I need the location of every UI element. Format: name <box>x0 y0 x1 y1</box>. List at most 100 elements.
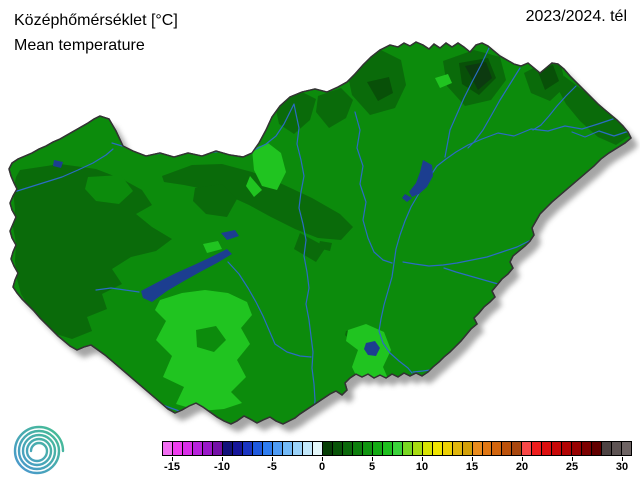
region-patch-dark-central <box>162 164 353 240</box>
region-patch-light-speck-1 <box>203 241 222 253</box>
region-patch-dark-speck-1 <box>318 241 332 251</box>
river-bodrog <box>532 85 577 131</box>
colorbar-cell <box>272 442 283 455</box>
colorbar-cell <box>592 442 603 455</box>
tick-label: 30 <box>615 461 629 473</box>
region-patch-dark-bakony <box>193 184 237 217</box>
colorbar-cell <box>572 442 583 455</box>
colorbar-cell <box>432 442 443 455</box>
tick-mark <box>572 457 573 461</box>
colorbar-cell <box>252 442 263 455</box>
colorbar-cell <box>192 442 203 455</box>
region-hole-west <box>85 175 133 204</box>
season-label: 2023/2024. tél <box>525 8 627 25</box>
region-patch-dark-northeast <box>558 76 629 145</box>
colorbar-cell <box>582 442 593 455</box>
tick-label: -5 <box>267 461 277 473</box>
lake-south-small <box>364 341 380 356</box>
colorbar-cell <box>562 442 573 455</box>
tick-mark <box>272 457 273 461</box>
colorbar-cell <box>482 442 493 455</box>
colorbar-cell <box>322 442 333 455</box>
temperature-region-light <box>155 74 452 411</box>
tick-mark <box>322 457 323 461</box>
region-patch-light-budapest-tail <box>246 176 262 197</box>
colorbar-cell <box>282 442 293 455</box>
colorbar-cell <box>332 442 343 455</box>
tick-mark <box>471 457 473 461</box>
temperature-colorbar <box>162 441 632 456</box>
tick-label: 0 <box>318 461 326 473</box>
colorbar-cell <box>552 442 563 455</box>
colorbar-cell <box>222 442 233 455</box>
lake-velence <box>221 230 239 240</box>
colorbar-cell <box>422 442 433 455</box>
colorbar-cell <box>622 442 632 455</box>
tick-label: 20 <box>515 461 529 473</box>
map-title-hungarian: Középhőmérséklet [°C] <box>14 12 178 29</box>
colorbar-cell <box>522 442 533 455</box>
map-title-english: Mean temperature <box>14 37 145 54</box>
colorbar-cell <box>362 442 373 455</box>
colorbar-cell <box>392 442 403 455</box>
tick-mark <box>372 457 373 461</box>
colorbar-cell <box>202 442 213 455</box>
region-patch-light-speck-2 <box>435 74 452 88</box>
colorbar-cell <box>542 442 553 455</box>
colorbar-cell <box>163 442 173 455</box>
colorbar-cell <box>172 442 183 455</box>
lake-tisza-south <box>402 194 412 202</box>
temperature-region-darkest <box>465 62 492 90</box>
colorbar-cell <box>262 442 273 455</box>
colorbar-cell <box>232 442 243 455</box>
title-block: Középhőmérséklet [°C] Mean temperature <box>14 8 178 58</box>
tick-mark <box>172 457 173 461</box>
region-patch-light-budapest <box>252 143 286 190</box>
river-zagyva <box>354 111 393 264</box>
tick-label: -10 <box>214 461 230 473</box>
tick-label: 25 <box>565 461 579 473</box>
colorbar-cell <box>442 442 453 455</box>
colorbar-cell <box>452 442 463 455</box>
tick-mark <box>222 457 223 461</box>
colorbar-cell <box>182 442 193 455</box>
core-matra <box>367 77 393 101</box>
lake-tisza <box>409 160 433 197</box>
colorbar-cell <box>212 442 223 455</box>
region-patch-dark-cserhat <box>316 88 353 128</box>
colorbar-cell <box>602 442 613 455</box>
lake-balaton <box>141 249 232 302</box>
logo-spiral <box>13 425 65 475</box>
colorbar-cell <box>372 442 383 455</box>
hungaromet-spiral-logo <box>12 424 66 478</box>
river-hernad <box>467 67 521 149</box>
tick-mark <box>522 457 523 461</box>
river-szamos <box>571 130 630 138</box>
colorbar-cell <box>512 442 523 455</box>
river-sio <box>227 261 312 358</box>
region-patch-light-south <box>155 290 252 411</box>
colorbar-cell <box>382 442 393 455</box>
tick-mark <box>622 457 623 461</box>
river-koros-north <box>402 239 532 267</box>
colorbar-cell <box>502 442 513 455</box>
region-patch-dark-central-se <box>294 233 326 262</box>
colorbar-cell <box>472 442 483 455</box>
colorbar-cell <box>352 442 363 455</box>
tick-label: -15 <box>164 461 180 473</box>
colorbar-cell <box>242 442 253 455</box>
colorbar-cell <box>292 442 303 455</box>
region-hole-in-light <box>196 326 226 352</box>
region-patch-dark-west <box>13 164 172 339</box>
colorbar-cell <box>492 442 503 455</box>
colorbar-cell <box>532 442 543 455</box>
colorbar-cell <box>342 442 353 455</box>
tick-mark <box>422 457 423 461</box>
lake-ferto <box>53 160 63 168</box>
country-border <box>8 41 632 425</box>
colorbar-ticks: -15 -10 -5 0 5 10 15 20 25 30 <box>162 456 632 476</box>
colorbar-cell <box>462 442 473 455</box>
colorbar-cell <box>302 442 313 455</box>
tick-label: 10 <box>415 461 429 473</box>
